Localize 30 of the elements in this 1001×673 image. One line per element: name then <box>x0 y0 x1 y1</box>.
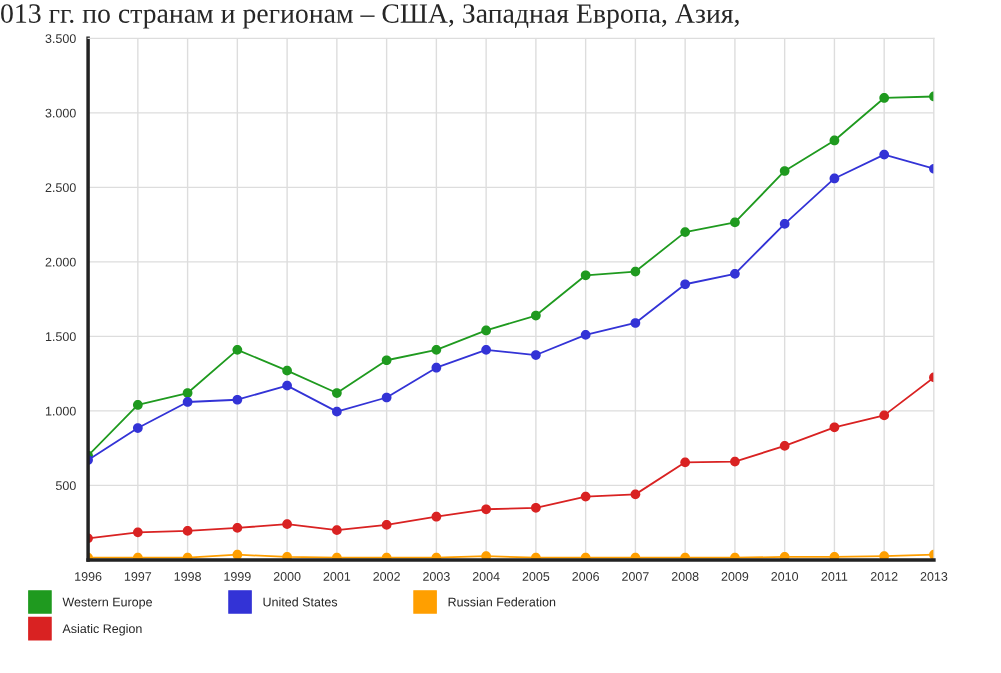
x-tick-label: 2001 <box>323 572 351 581</box>
legend-label: United States <box>263 597 338 607</box>
legend-label: Asiatic Region <box>62 623 142 636</box>
y-tick-label: 2.500 <box>45 183 76 193</box>
x-tick-label: 1998 <box>174 572 201 581</box>
x-tick-label: 1997 <box>124 572 152 581</box>
y-tick-label: 500 <box>55 481 76 491</box>
x-tick-label: 2002 <box>373 572 400 581</box>
y-tick-label: 3.500 <box>45 34 76 44</box>
y-tick-label: 2.000 <box>45 257 76 267</box>
x-tick-label: 2000 <box>273 572 301 581</box>
x-tick-label: 1996 <box>75 572 102 581</box>
chart-title: 013 гг. по странам и регионам – США, Западная Европа, Азия, <box>1 4 739 29</box>
legend-label: Western Europe <box>62 597 152 609</box>
x-tick-label: 2011 <box>821 572 848 581</box>
x-tick-label: 2004 <box>472 572 500 581</box>
x-tick-label: 2007 <box>622 572 649 581</box>
x-tick-label: 2012 <box>870 572 898 581</box>
x-tick-label: 2008 <box>671 572 699 581</box>
y-tick-label: 1.500 <box>45 332 76 342</box>
y-tick-label: 1.000 <box>45 406 76 416</box>
x-tick-label: 2013 <box>920 572 948 581</box>
x-tick-label: 2005 <box>522 572 550 581</box>
x-tick-label: 2009 <box>721 572 749 581</box>
x-tick-label: 2003 <box>423 572 450 581</box>
x-tick-label: 1999 <box>224 572 251 581</box>
y-tick-label: 3.000 <box>45 108 76 118</box>
x-tick-label: 2006 <box>572 572 599 581</box>
x-tick-label: 2010 <box>771 572 799 581</box>
legend-label: Russian Federation <box>448 597 556 607</box>
